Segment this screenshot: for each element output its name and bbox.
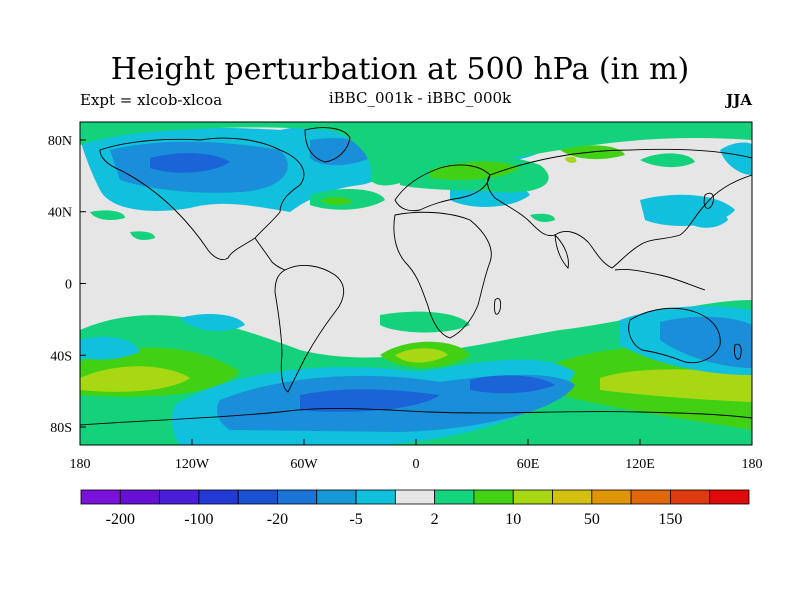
colorbar-swatch [277,489,318,505]
colorbar-label: 150 [658,511,682,528]
colorbar-swatch [159,489,200,505]
coast-new-zealand [734,343,742,360]
coast-europe [394,164,491,212]
colorbar-swatch [473,489,514,505]
coast-central-america [254,237,286,271]
contour-south-blue [470,375,555,394]
colorbar-swatch [434,489,475,505]
coast-south-america [274,264,345,393]
coast-indonesia [614,269,706,291]
contour-north-teal [90,210,125,220]
colorbar-label: -100 [184,511,213,528]
contour-north-cyan [720,142,752,175]
contour-north-green [320,197,352,206]
y-tick-label: 80N [48,134,72,149]
contour-north-green [560,145,625,160]
contour-south-cyan [80,336,140,360]
coastlines [80,127,752,426]
coast-japan [703,192,715,209]
colorbar-swatch [119,489,160,505]
contour-south-yellow [600,369,752,402]
contour-field [80,122,752,445]
colorbar-swatch [80,489,121,505]
contour-tropics-teal [130,231,155,240]
colorbar-label: -5 [349,511,362,528]
x-tick-label: 180 [742,457,763,472]
colorbar-swatch [709,489,750,505]
coast-greenland [304,127,351,163]
colorbar-label: 10 [505,511,521,528]
map-axes: 180 120W 60W 0 60E 120E 180 80N 40N 0 40S 80S [48,134,763,472]
run-difference-label: iBBC_001k - iBBC_000k [328,89,512,107]
colorbar-swatch [394,489,436,505]
experiment-label: Expt = xlcob-xlcoa [80,91,223,109]
colorbar-label: 50 [584,511,600,528]
colorbar-swatch [670,489,711,505]
contour-north-green [430,161,520,180]
y-tick-label: 40N [48,206,72,221]
contour-north-teal [640,153,695,168]
contour-south-yellow [80,366,190,392]
coast-madagascar [494,298,502,315]
colorbar-swatch [591,489,632,505]
colorbar-swatch [552,489,593,505]
colorbar-label: -20 [267,511,288,528]
x-tick-label: 180 [70,457,91,472]
x-tick-label: 0 [413,457,420,472]
contour-south-yellow [395,348,448,363]
colorbar-swatch [355,489,396,505]
coast-asia [487,148,752,269]
contour-north-blue [150,153,230,173]
colorbar-swatch [630,489,671,505]
contour-tropics-cyan [680,209,728,228]
x-tick-label: 60W [290,457,318,472]
x-tick-label: 60E [517,457,540,472]
colorbar-label: -200 [106,511,135,528]
contour-south-midblue [660,316,752,368]
colorbar-swatch [512,489,553,505]
season-label: JJA [726,91,752,109]
x-tick-label: 120W [175,457,210,472]
coast-africa [393,211,492,339]
contour-tropics-cyan [180,314,245,332]
y-tick-label: 0 [65,278,72,293]
colorbar-swatch [316,489,357,505]
contour-south-blue [300,389,440,412]
colorbar-label: 2 [431,511,439,528]
contour-north-teal [80,122,752,186]
contour-north-yellow [565,156,577,163]
x-tick-label: 120E [625,457,655,472]
colorbar-swatch [198,489,239,505]
plot-title: Height perturbation at 500 hPa (in m) [110,52,690,87]
contour-north-teal [530,213,555,223]
colorbar: -200 -100 -20 -5 2 10 50 150 [80,489,750,528]
colorbar-swatch [237,489,278,505]
coast-australia [628,307,721,364]
y-tick-label: 40S [50,349,72,364]
coast-north-america [99,137,305,261]
coast-antarctica [80,407,752,426]
coast-india [554,233,569,269]
contour-tropics-teal [380,311,470,333]
y-tick-label: 80S [50,421,72,436]
